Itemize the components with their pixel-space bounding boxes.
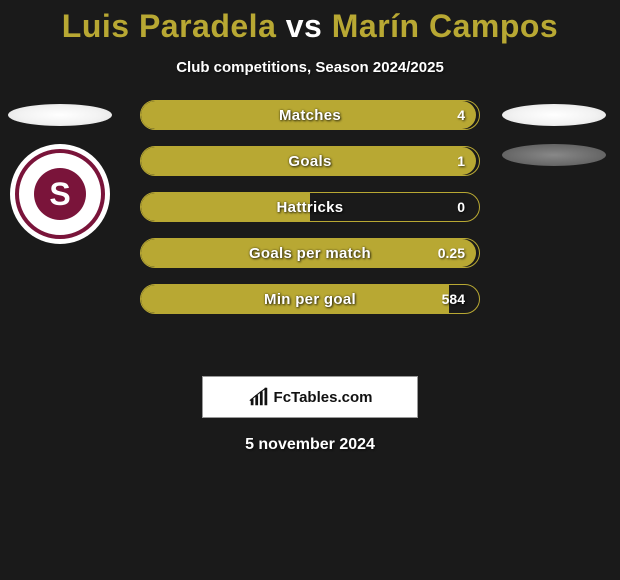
date-text: 5 november 2024 bbox=[0, 436, 620, 454]
player2-name: Marín Campos bbox=[332, 8, 558, 44]
stat-value: 1 bbox=[457, 147, 465, 175]
comparison-card: Luis Paradela vs Marín Campos Club compe… bbox=[0, 0, 620, 454]
stat-label: Min per goal bbox=[141, 285, 479, 313]
source-name: FcTables.com bbox=[274, 389, 373, 406]
right-column bbox=[502, 104, 612, 184]
source-box: FcTables.com bbox=[202, 376, 418, 418]
player2-team-badge-placeholder bbox=[502, 144, 606, 166]
player1-photo-placeholder bbox=[8, 104, 112, 126]
source-logo: FcTables.com bbox=[248, 386, 373, 408]
stat-label: Goals per match bbox=[141, 239, 479, 267]
stat-row: Goals per match0.25 bbox=[140, 238, 480, 268]
page-title: Luis Paradela vs Marín Campos bbox=[0, 0, 620, 45]
stat-value: 0.25 bbox=[438, 239, 465, 267]
stat-label: Matches bbox=[141, 101, 479, 129]
player1-name: Luis Paradela bbox=[62, 8, 277, 44]
stat-row: Goals1 bbox=[140, 146, 480, 176]
stat-label: Hattricks bbox=[141, 193, 479, 221]
stat-value: 4 bbox=[457, 101, 465, 129]
stat-bars: Matches4Goals1Hattricks0Goals per match0… bbox=[140, 100, 480, 330]
stat-value: 584 bbox=[442, 285, 465, 313]
player2-photo-placeholder bbox=[502, 104, 606, 126]
badge-letter: S bbox=[34, 168, 86, 220]
left-column: S bbox=[8, 104, 118, 244]
bar-chart-icon bbox=[248, 386, 270, 408]
stat-row: Min per goal584 bbox=[140, 284, 480, 314]
stat-value: 0 bbox=[457, 193, 465, 221]
stat-row: Matches4 bbox=[140, 100, 480, 130]
stat-label: Goals bbox=[141, 147, 479, 175]
player1-team-badge: S bbox=[10, 144, 110, 244]
vs-text: vs bbox=[286, 8, 323, 44]
subtitle: Club competitions, Season 2024/2025 bbox=[0, 59, 620, 76]
stat-row: Hattricks0 bbox=[140, 192, 480, 222]
stats-area: S Matches4 Goals1 Hattricks0 Goals per matc… bbox=[0, 104, 620, 364]
